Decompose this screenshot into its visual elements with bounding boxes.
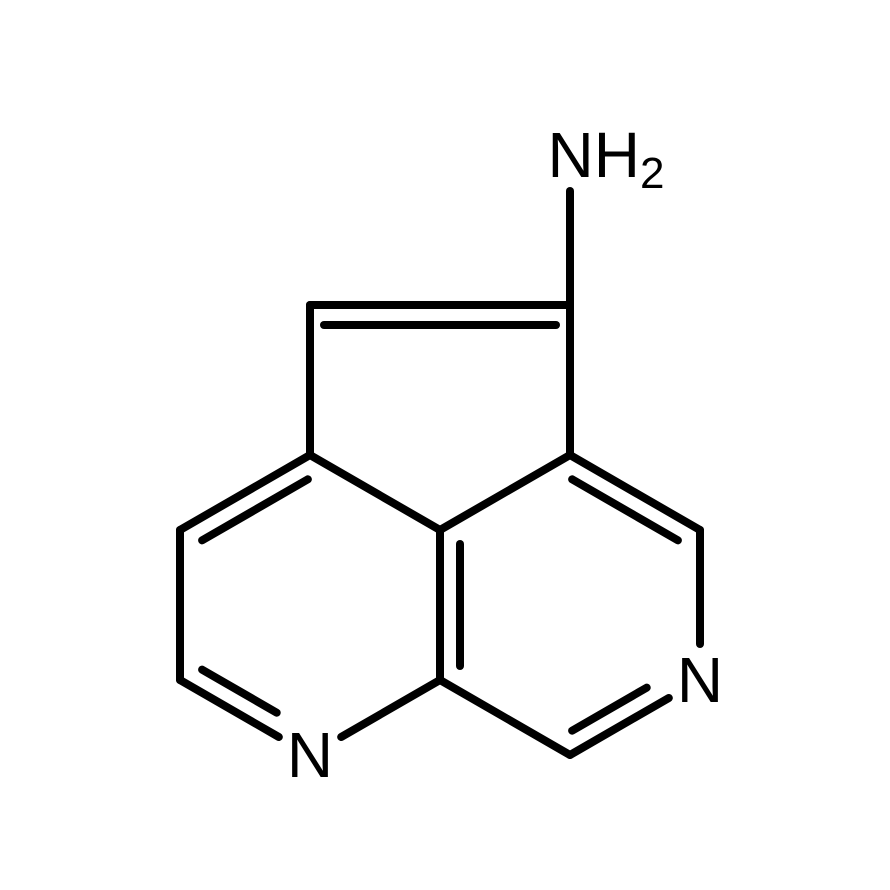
atom-label: NH2 bbox=[548, 119, 665, 198]
chemical-structure-diagram: N N NH2 bbox=[0, 0, 890, 890]
atom-label: N bbox=[677, 644, 723, 716]
atom-label: N bbox=[287, 719, 333, 791]
